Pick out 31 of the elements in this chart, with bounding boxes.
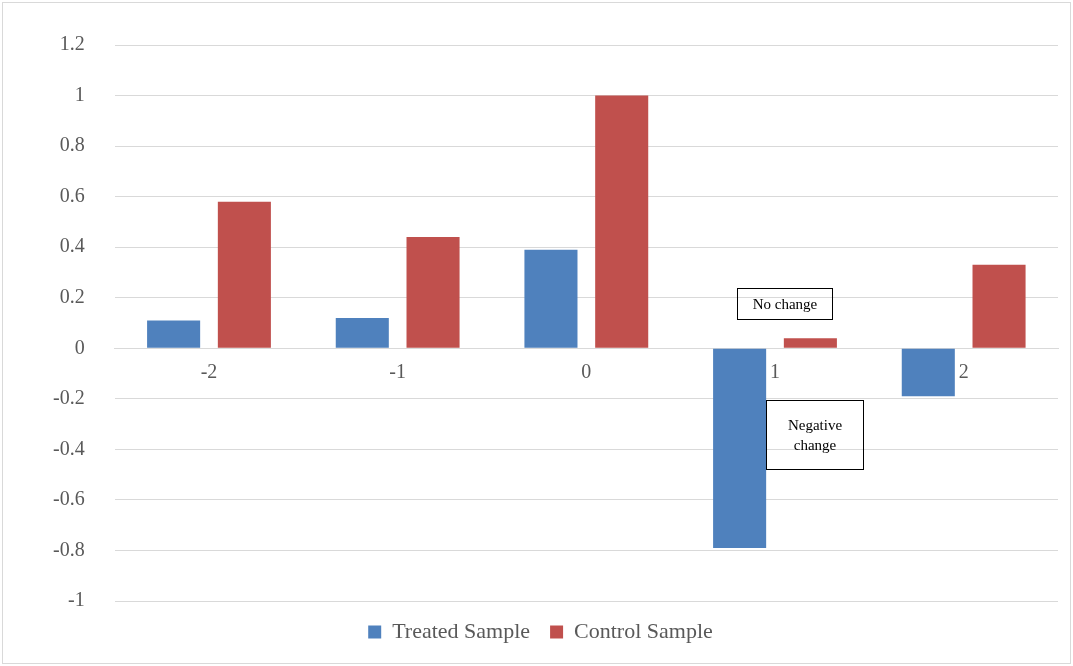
x-tick-label: 2	[958, 359, 969, 382]
y-tick-label: 0.4	[59, 234, 85, 257]
y-tick-label: 1.2	[59, 32, 85, 55]
y-tick-label: -0.6	[52, 487, 85, 510]
bar	[147, 320, 201, 348]
annotation: Negative change	[786, 416, 844, 455]
bar	[972, 264, 1026, 348]
x-tick-label: 1	[770, 359, 780, 382]
y-tick-label: 0	[74, 335, 85, 358]
bar	[901, 348, 955, 397]
bar	[335, 317, 389, 348]
y-tick-label: -0.4	[52, 436, 85, 459]
legend-label: Treated Sample	[392, 617, 531, 643]
bar	[524, 249, 578, 348]
bar	[217, 201, 271, 348]
y-tick-label: 0.8	[59, 133, 85, 156]
bar	[783, 338, 837, 348]
bar	[595, 95, 649, 348]
y-tick-label: -0.8	[52, 537, 85, 560]
y-tick-label: 0.6	[59, 183, 85, 206]
x-tick-label: -1	[389, 359, 406, 382]
legend-label: Control Sample	[574, 617, 713, 643]
bar	[406, 237, 460, 348]
y-tick-label: 0.2	[59, 284, 85, 307]
y-tick-label: 1	[74, 82, 85, 105]
y-tick-label: -1	[67, 588, 85, 611]
bar	[713, 348, 767, 548]
x-tick-label: -2	[200, 359, 218, 382]
annotation: No change	[752, 295, 818, 314]
y-tick-label: -0.2	[52, 386, 85, 409]
x-tick-label: 0	[581, 359, 592, 382]
